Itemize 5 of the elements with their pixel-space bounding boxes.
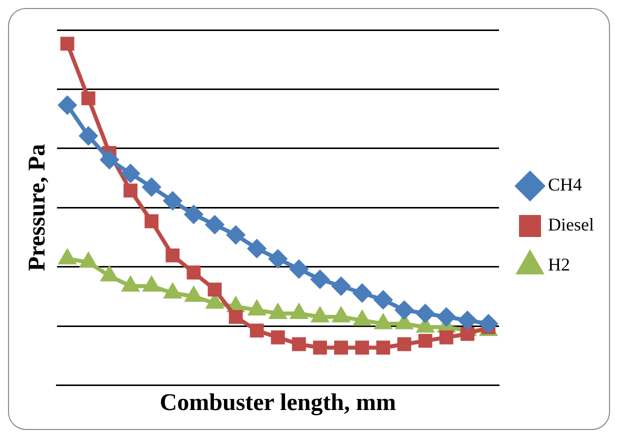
legend-label: CH4 <box>548 174 582 195</box>
legend-label: H2 <box>548 254 570 275</box>
y-axis-title: Pressure, Pa <box>24 144 51 272</box>
x-axis-title: Combuster length, mm <box>160 390 396 416</box>
legend-label: Diesel <box>548 214 594 235</box>
